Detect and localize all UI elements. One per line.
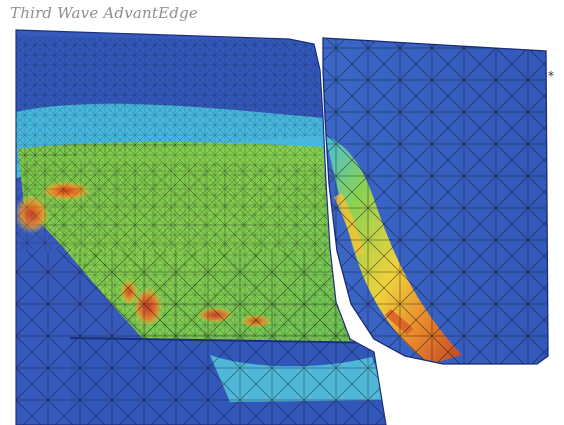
app-title: Third Wave AdvantEdge <box>10 4 198 22</box>
workpiece-mesh <box>15 29 387 425</box>
app-title-bar: Third Wave AdvantEdge <box>0 0 564 24</box>
marker-glyph: ⁎ <box>548 65 554 79</box>
cutting-tool-mesh <box>322 37 549 365</box>
